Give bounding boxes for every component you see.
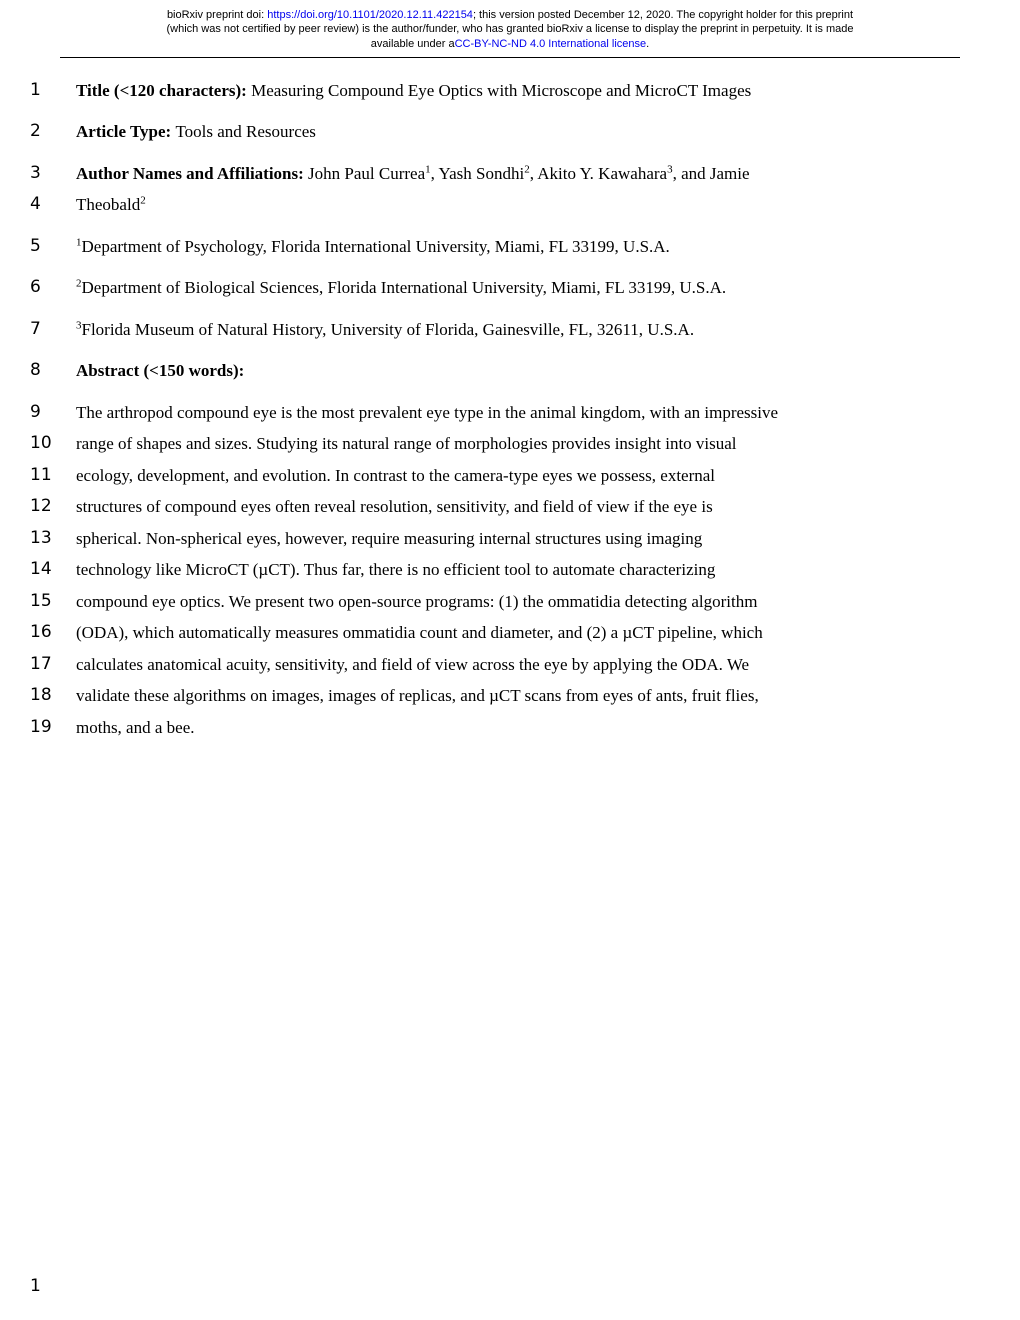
abstract-text: (ODA), which automatically measures omma… [76, 620, 930, 646]
line-14: 14 technology like MicroCT (µCT). Thus f… [30, 557, 930, 583]
line-7: 7 3Florida Museum of Natural History, Un… [30, 317, 930, 343]
line-3: 3 Author Names and Affiliations: John Pa… [30, 161, 930, 187]
abstract-text: structures of compound eyes often reveal… [76, 494, 930, 520]
lineno: 2 [30, 119, 76, 141]
preprint-banner: bioRxiv preprint doi: https://doi.org/10… [0, 0, 1020, 55]
line-15: 15 compound eye optics. We present two o… [30, 589, 930, 615]
sep: , and Jamie [673, 164, 750, 183]
line-12: 12 structures of compound eyes often rev… [30, 494, 930, 520]
author-3: Akito Y. Kawahara [537, 164, 667, 183]
line-13: 13 spherical. Non-spherical eyes, howeve… [30, 526, 930, 552]
lineno: 11 [30, 463, 76, 485]
line-16: 16 (ODA), which automatically measures o… [30, 620, 930, 646]
affil-text-3: Florida Museum of Natural History, Unive… [82, 320, 695, 339]
lineno: 10 [30, 431, 76, 453]
abstract-text: compound eye optics. We present two open… [76, 589, 930, 615]
line-19: 19 moths, and a bee. [30, 715, 930, 741]
lineno: 15 [30, 589, 76, 611]
license-link[interactable]: CC-BY-NC-ND 4.0 International license [455, 38, 647, 50]
abstract-text: moths, and a bee. [76, 715, 930, 741]
preprint-line2: (which was not certified by peer review)… [60, 22, 960, 36]
preprint-doi-prefix: bioRxiv preprint doi: [167, 9, 267, 21]
lineno: 17 [30, 652, 76, 674]
line-1: 1 Title (<120 characters): Measuring Com… [30, 78, 930, 104]
lineno: 1 [30, 78, 76, 100]
lineno: 9 [30, 400, 76, 422]
abstract-text: spherical. Non-spherical eyes, however, … [76, 526, 930, 552]
preprint-line3-suffix: . [646, 38, 649, 50]
abstract-text: validate these algorithms on images, ima… [76, 683, 930, 709]
lineno: 7 [30, 317, 76, 339]
line-9: 9 The arthropod compound eye is the most… [30, 400, 930, 426]
abstract-text: calculates anatomical acuity, sensitivit… [76, 652, 930, 678]
line-17: 17 calculates anatomical acuity, sensiti… [30, 652, 930, 678]
abstract-text: The arthropod compound eye is the most p… [76, 400, 930, 426]
abstract-label: Abstract (<150 words): [76, 361, 244, 380]
affil-sup-4: 2 [140, 195, 146, 207]
manuscript-body: 1 Title (<120 characters): Measuring Com… [0, 58, 1020, 741]
title-text: Measuring Compound Eye Optics with Micro… [251, 81, 751, 100]
preprint-line1-suffix: ; this version posted December 12, 2020.… [473, 9, 853, 21]
abstract-text: range of shapes and sizes. Studying its … [76, 431, 930, 457]
page-number: 1 [30, 1276, 41, 1296]
preprint-line3-prefix: available under a [371, 38, 455, 50]
lineno: 3 [30, 161, 76, 183]
authors-label: Author Names and Affiliations: [76, 164, 308, 183]
article-type-label: Article Type: [76, 122, 175, 141]
article-type-text: Tools and Resources [175, 122, 315, 141]
line-4: 4 Theobald2 [30, 192, 930, 218]
line-10: 10 range of shapes and sizes. Studying i… [30, 431, 930, 457]
lineno: 6 [30, 275, 76, 297]
line-11: 11 ecology, development, and evolution. … [30, 463, 930, 489]
lineno: 5 [30, 234, 76, 256]
line-2: 2 Article Type: Tools and Resources [30, 119, 930, 145]
sep: , [431, 164, 439, 183]
title-label: Title (<120 characters): [76, 81, 251, 100]
line-5: 5 1Department of Psychology, Florida Int… [30, 234, 930, 260]
line-18: 18 validate these algorithms on images, … [30, 683, 930, 709]
lineno: 18 [30, 683, 76, 705]
lineno: 13 [30, 526, 76, 548]
abstract-text: technology like MicroCT (µCT). Thus far,… [76, 557, 930, 583]
line-8: 8 Abstract (<150 words): [30, 358, 930, 384]
lineno: 12 [30, 494, 76, 516]
lineno: 4 [30, 192, 76, 214]
abstract-text: ecology, development, and evolution. In … [76, 463, 930, 489]
lineno: 19 [30, 715, 76, 737]
line-6: 6 2Department of Biological Sciences, Fl… [30, 275, 930, 301]
affil-text-1: Department of Psychology, Florida Intern… [82, 237, 670, 256]
author-1: John Paul Currea [308, 164, 425, 183]
preprint-line1: bioRxiv preprint doi: https://doi.org/10… [60, 8, 960, 22]
lineno: 14 [30, 557, 76, 579]
lineno: 16 [30, 620, 76, 642]
author-2: Yash Sondhi [439, 164, 525, 183]
doi-link[interactable]: https://doi.org/10.1101/2020.12.11.42215… [267, 9, 473, 21]
lineno: 8 [30, 358, 76, 380]
affil-text-2: Department of Biological Sciences, Flori… [82, 278, 727, 297]
author-4: Theobald [76, 195, 140, 214]
preprint-line3: available under aCC-BY-NC-ND 4.0 Interna… [60, 37, 960, 51]
